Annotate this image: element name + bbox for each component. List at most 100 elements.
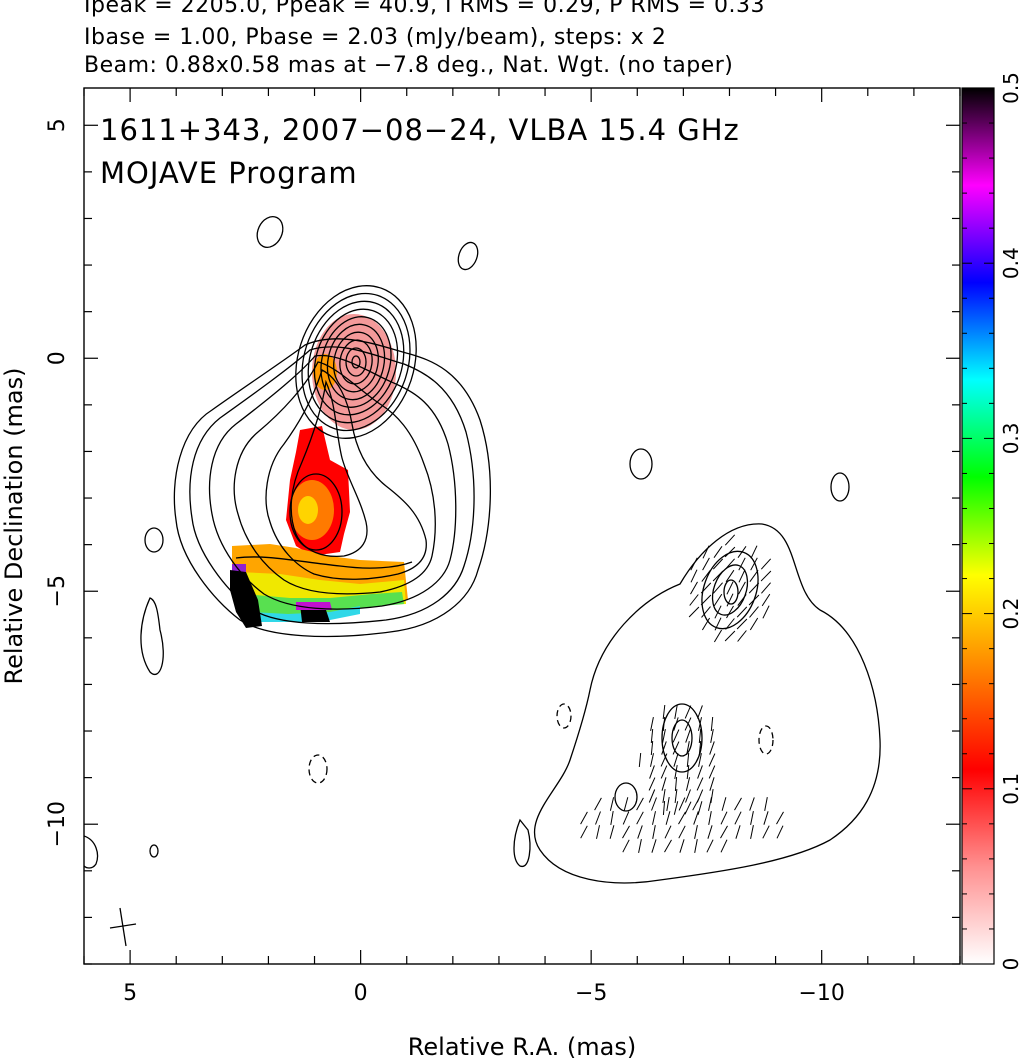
polarization-vector [690,557,698,571]
polarization-vector [623,797,629,811]
colorbar: 0 0.1 0.2 0.3 0.4 0.5 [961,72,1022,970]
polarization-vector [662,704,666,720]
polarization-vector [665,811,671,825]
polarization-vector [761,593,771,607]
intensity-contour-island-2 [457,241,479,271]
polarization-vector [664,825,672,839]
intensity-contour-sw-knot-6 [614,782,638,812]
intensity-contour-core-5 [320,316,392,408]
x-axis-label: Relative R.A. (mas) [408,1033,636,1061]
polarization-vector [749,570,759,582]
intensity-contour-negative-1 [308,754,328,784]
polarization-vector [725,569,735,583]
intensity-contour-3 [208,354,457,610]
polarization-vector [726,593,734,607]
polarization-vector [710,729,714,743]
intensity-contour-1 [173,338,492,638]
polarization-vector [684,705,692,719]
polarization-vector [709,777,715,791]
polarization-vector [760,570,772,582]
polarization-vector [661,777,667,791]
polarization-vector [721,797,727,811]
polarization-vector [648,789,656,803]
polarization-vector [702,545,710,559]
x-tick-label: −5 [575,981,607,1006]
intensity-contour-negative-2 [758,725,774,755]
polarization-vectors [580,534,784,853]
polarization-vector [690,581,698,595]
polarization-vector [696,777,704,791]
polarization-vector [734,797,742,811]
polarization-vector [776,825,784,839]
polarization-vector [673,801,679,815]
polarization-vector [697,765,703,779]
polarization-vector [763,811,769,825]
intensity-contour-core-6 [326,323,386,401]
polarization-vector [713,582,723,594]
axis-ticks [83,88,961,965]
polarization-vector [712,558,724,570]
y-tick-label: −10 [45,801,70,847]
polarization-vector [749,797,755,811]
polarization-vector [689,594,699,606]
polarization-vector [661,741,667,755]
polarization-vector [748,594,760,606]
polarization-vector [651,839,657,853]
polarization-color-map [230,314,408,628]
polarization-vector [761,582,771,594]
colorbar-tick-label: 0.1 [999,773,1022,805]
polarization-vector [664,839,672,853]
polarization-vector [737,546,747,558]
polarization-vector [636,811,644,825]
polarization-vector [714,605,722,619]
polarization-vector [726,581,734,595]
intensity-contour-island-6 [140,597,164,675]
polarization-vector [710,716,714,732]
intensity-contour-island-7 [149,844,159,858]
polarization-vector [674,765,678,779]
polarization-vector [622,825,630,839]
pol-magenta-region [296,602,332,610]
x-tick-label: 0 [354,981,368,1006]
polarization-vector [596,825,600,839]
polarization-vector [692,797,700,811]
polarization-vector [650,728,654,744]
intensity-contour-island-1 [256,215,284,249]
polarization-vector [713,546,723,558]
polarization-vector [652,811,656,825]
polarization-vector [686,741,690,755]
polarization-vector [762,605,770,619]
intensity-contour-sw-outer [533,523,881,884]
polarization-vector [708,811,712,825]
polarization-vector [748,582,760,594]
polarization-vector [686,752,690,768]
polarization-vector [648,777,656,791]
intensity-contour-sw-edge [513,818,531,867]
polarization-vector [707,825,713,839]
polarization-vector [685,789,691,803]
polarization-vector [622,811,630,825]
polarization-vector [610,811,614,825]
polarization-vector [734,811,742,825]
intensity-contour-sw-knot-4 [661,703,703,773]
polarization-vector [694,839,698,853]
polarization-vector [609,797,615,811]
intensity-contour-core-9 [345,347,367,377]
polarization-vector [749,617,759,631]
polarization-vector [685,729,691,743]
x-tick-label: −10 [798,981,844,1006]
colorbar-tick-label: 0.3 [999,422,1022,454]
polarization-vector [710,789,714,803]
polarization-vector [662,729,666,743]
polarization-vector [737,630,747,642]
plot-frame [83,87,961,965]
polarization-vector [652,825,656,839]
y-axis-label: Relative Declination (mas) [0,367,28,684]
polarization-vector [760,558,772,570]
colorbar-gradient [961,87,995,965]
polarization-vector [708,765,716,779]
polarization-vector [738,569,746,583]
polarization-vector [673,717,679,731]
polarization-vector [724,546,736,558]
